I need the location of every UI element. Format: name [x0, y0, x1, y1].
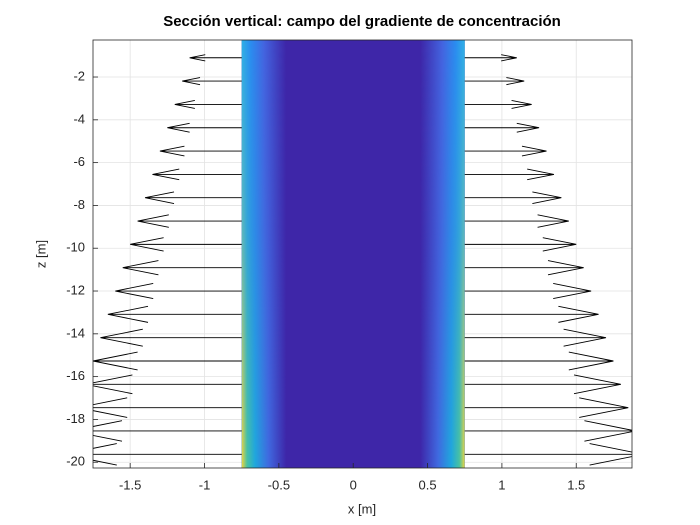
arrow	[464, 122, 540, 133]
arrow	[130, 237, 242, 252]
arrow	[167, 122, 242, 133]
arrow	[464, 54, 517, 62]
arrow	[464, 282, 592, 300]
x-tick-label: -1.5	[119, 477, 141, 492]
arrow	[464, 191, 562, 204]
y-tick-label: -8	[73, 197, 85, 212]
x-tick-label: -0.5	[268, 477, 290, 492]
arrow	[107, 305, 242, 323]
y-tick-label: -6	[73, 154, 85, 169]
arrow	[464, 374, 621, 395]
arrow	[464, 260, 584, 276]
arrow	[464, 214, 569, 228]
band-edge-bottom	[420, 40, 465, 468]
arrow	[137, 214, 242, 228]
arrow	[464, 351, 614, 371]
arrow	[189, 54, 242, 62]
arrow	[174, 99, 242, 109]
arrow	[93, 420, 242, 442]
arrow	[122, 260, 242, 276]
arrow	[100, 328, 242, 347]
band-edge	[241, 40, 287, 468]
arrow	[144, 191, 242, 204]
chart-title: Sección vertical: campo del gradiente de…	[163, 13, 561, 30]
y-tick-label: -2	[73, 68, 85, 83]
arrow	[159, 145, 242, 157]
y-tick-label: -20	[66, 454, 85, 469]
arrow	[464, 397, 629, 418]
arrow	[115, 282, 242, 300]
arrow	[464, 420, 632, 442]
band-edge	[420, 40, 465, 468]
arrow	[93, 397, 242, 418]
y-tick-label: -18	[66, 411, 85, 426]
plot-area	[93, 40, 632, 468]
arrow	[464, 328, 607, 347]
arrow	[93, 443, 242, 466]
arrow	[464, 305, 599, 323]
arrow	[93, 351, 242, 371]
x-axis-label: x [m]	[348, 501, 376, 516]
arrow	[464, 145, 547, 157]
y-tick-label: -10	[66, 240, 85, 255]
arrow	[464, 168, 555, 181]
x-tick-label: 0.5	[419, 477, 437, 492]
y-axis-label: z [m]	[33, 240, 48, 268]
y-tick-label: -16	[66, 368, 85, 383]
x-tick-label: 1	[498, 477, 505, 492]
arrow	[182, 77, 242, 86]
arrow	[464, 443, 632, 466]
arrow	[464, 237, 577, 252]
arrow	[464, 77, 525, 86]
arrow	[93, 374, 242, 395]
arrow	[152, 168, 242, 181]
axes-box	[92, 39, 633, 469]
y-tick-label: -4	[73, 111, 85, 126]
x-tick-label: -1	[199, 477, 211, 492]
y-tick-label: -14	[66, 325, 85, 340]
x-tick-label: 1.5	[567, 477, 585, 492]
y-tick-label: -12	[66, 282, 85, 297]
arrow	[464, 99, 532, 109]
x-tick-label: 0	[350, 477, 357, 492]
band-edge-bottom	[241, 40, 287, 468]
